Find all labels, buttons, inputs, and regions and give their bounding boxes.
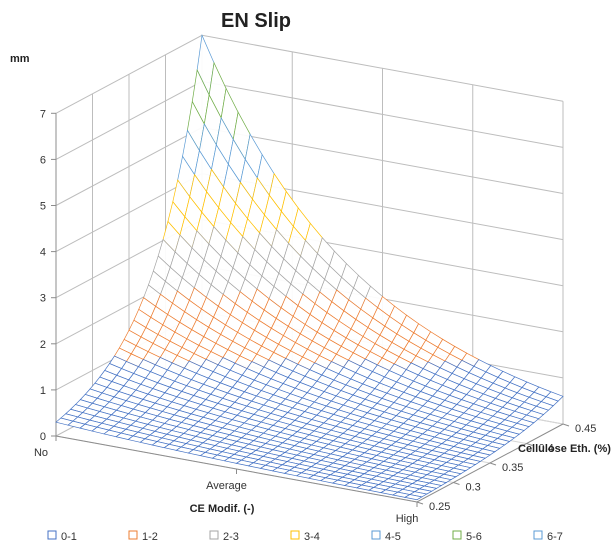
z-tick-label: 5	[40, 201, 46, 213]
legend-swatch	[209, 530, 219, 540]
y-tick-label: 0.45	[575, 423, 596, 435]
legend-label: 4-5	[385, 531, 401, 543]
y-tick-mark	[526, 443, 533, 446]
y-tick-mark	[416, 501, 424, 505]
surface-mesh	[55, 34, 564, 501]
legend-swatch	[47, 530, 57, 540]
z-tick-label: 3	[40, 293, 46, 305]
legend: 0-1 1-2 2-3 3-4 4-5 5-6 6-7	[47, 530, 563, 543]
legend-swatch	[533, 530, 543, 540]
legend-label: 1-2	[142, 531, 158, 543]
x-axis-label: CE Modif. (-)	[190, 503, 255, 515]
legend-swatch	[128, 530, 138, 540]
legend-label: 6-7	[547, 531, 563, 543]
legend-swatch	[371, 530, 381, 540]
z-tick-label: 4	[40, 247, 46, 259]
z-tick-label: 0	[40, 431, 46, 443]
legend-label: 0-1	[61, 531, 77, 543]
z-tick-label: 2	[40, 339, 46, 351]
z-gridline	[55, 34, 564, 114]
y-tick-mark	[562, 423, 570, 427]
y-axis-label: Cellulose Eth. (%)	[518, 443, 611, 455]
z-tick-label: 1	[40, 385, 46, 397]
legend-label: 5-6	[466, 531, 482, 543]
y-tick-label: 0.3	[466, 482, 481, 494]
y-tick-label: 0.4	[539, 443, 554, 455]
z-tick-label: 6	[40, 154, 46, 166]
y-tick-label: 0.35	[502, 462, 523, 474]
y-tick-mark	[453, 482, 460, 485]
legend-swatch	[452, 530, 462, 540]
x-tick-label: Average	[206, 480, 247, 492]
z-gridline	[55, 80, 564, 160]
z-axis-label: mm	[10, 53, 30, 65]
surface-cell	[403, 494, 423, 501]
x-tick-label: No	[34, 447, 48, 459]
y-tick-label: 0.25	[429, 501, 450, 513]
legend-label: 3-4	[304, 531, 320, 543]
axis-ticks: 0 1 2 3 4 5 6 7 0.25 0.3 0.35 0.4 0.45 No Average High	[34, 108, 596, 525]
legend-label: 2-3	[223, 531, 239, 543]
chart-title: EN Slip	[221, 10, 291, 32]
y-tick-mark	[489, 462, 497, 466]
x-tick-label: High	[396, 513, 419, 525]
z-gridline	[55, 126, 564, 206]
legend-swatch	[290, 530, 300, 540]
z-tick-label: 7	[40, 108, 46, 120]
